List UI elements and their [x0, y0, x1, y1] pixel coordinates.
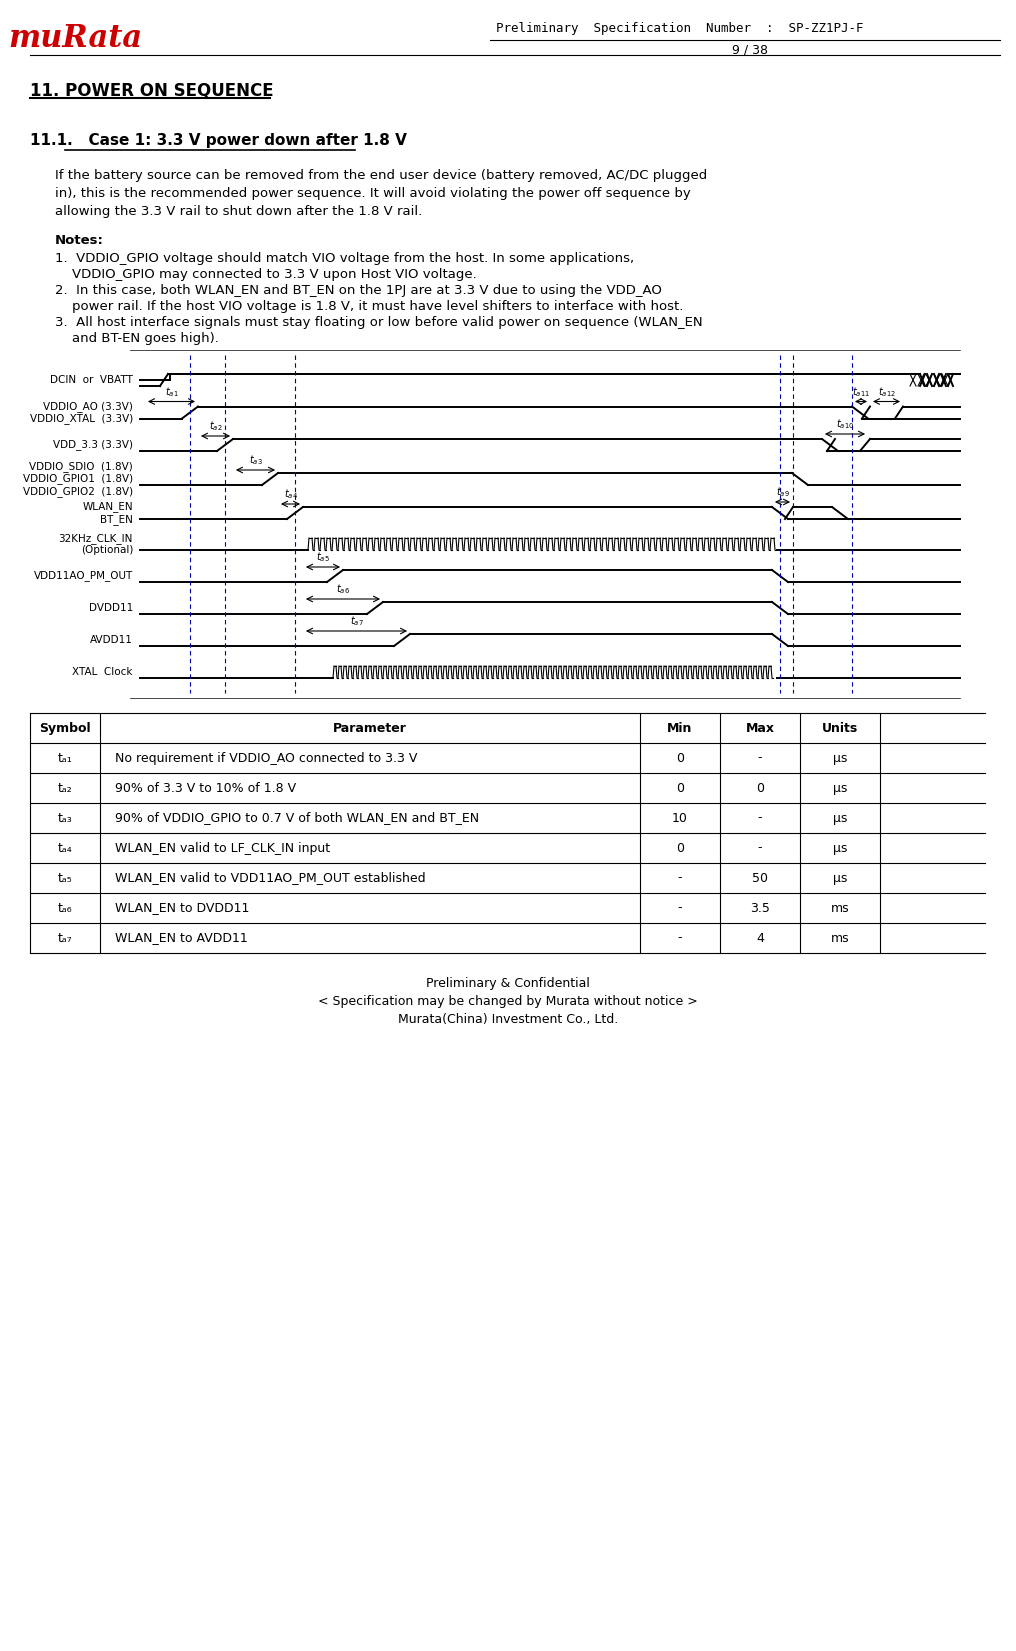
- Text: 3.  All host interface signals must stay floating or low before valid power on s: 3. All host interface signals must stay …: [55, 315, 703, 329]
- Text: 11. POWER ON SEQUENCE: 11. POWER ON SEQUENCE: [30, 81, 273, 99]
- Text: $t_{a6}$: $t_{a6}$: [336, 583, 350, 596]
- Text: 9 / 38: 9 / 38: [732, 43, 768, 56]
- Text: -: -: [758, 842, 762, 855]
- Text: DVDD11: DVDD11: [88, 603, 133, 613]
- Text: $t_{a7}$: $t_{a7}$: [350, 614, 364, 627]
- Text: WLAN_EN to AVDD11: WLAN_EN to AVDD11: [115, 931, 248, 944]
- Text: μs: μs: [833, 812, 847, 824]
- Text: -: -: [678, 872, 683, 885]
- Text: Preliminary  Specification  Number  :  SP-ZZ1PJ-F: Preliminary Specification Number : SP-ZZ…: [496, 21, 864, 35]
- Text: 90% of VDDIO_GPIO to 0.7 V of both WLAN_EN and BT_EN: 90% of VDDIO_GPIO to 0.7 V of both WLAN_…: [115, 812, 480, 824]
- Text: ms: ms: [831, 901, 849, 915]
- Text: 10: 10: [672, 812, 688, 824]
- Text: 2.  In this case, both WLAN_EN and BT_EN on the 1PJ are at 3.3 V due to using th: 2. In this case, both WLAN_EN and BT_EN …: [55, 284, 661, 297]
- Text: 0: 0: [676, 751, 684, 764]
- Text: VDDIO_GPIO may connected to 3.3 V upon Host VIO voltage.: VDDIO_GPIO may connected to 3.3 V upon H…: [55, 267, 477, 281]
- Text: VDDIO_SDIO  (1.8V)
VDDIO_GPIO1  (1.8V)
VDDIO_GPIO2  (1.8V): VDDIO_SDIO (1.8V) VDDIO_GPIO1 (1.8V) VDD…: [23, 461, 133, 497]
- Text: -: -: [758, 751, 762, 764]
- Text: If the battery source can be removed from the end user device (battery removed, : If the battery source can be removed fro…: [55, 168, 707, 182]
- Text: Units: Units: [822, 721, 859, 735]
- Text: 11.1.   Case 1: 3.3 V power down after 1.8 V: 11.1. Case 1: 3.3 V power down after 1.8…: [30, 132, 406, 147]
- Text: 3.5: 3.5: [750, 901, 770, 915]
- Text: Murata(China) Investment Co., Ltd.: Murata(China) Investment Co., Ltd.: [398, 1012, 618, 1025]
- Text: Max: Max: [746, 721, 774, 735]
- Text: $t_{a12}$: $t_{a12}$: [878, 385, 895, 398]
- Text: μs: μs: [833, 872, 847, 885]
- Text: μs: μs: [833, 842, 847, 855]
- Text: No requirement if VDDIO_AO connected to 3.3 V: No requirement if VDDIO_AO connected to …: [115, 751, 418, 764]
- Text: XTAL  Clock: XTAL Clock: [72, 667, 133, 677]
- Text: $t_{a2}$: $t_{a2}$: [208, 419, 223, 433]
- Text: tₐ₅: tₐ₅: [58, 872, 72, 885]
- Text: μs: μs: [833, 751, 847, 764]
- Text: and BT-EN goes high).: and BT-EN goes high).: [55, 332, 218, 345]
- Text: ms: ms: [831, 931, 849, 944]
- Text: tₐ₃: tₐ₃: [58, 812, 72, 824]
- Text: Preliminary & Confidential: Preliminary & Confidential: [426, 976, 590, 989]
- Text: 0: 0: [756, 781, 764, 794]
- Text: VDDIO_AO (3.3V)
VDDIO_XTAL  (3.3V): VDDIO_AO (3.3V) VDDIO_XTAL (3.3V): [29, 401, 133, 424]
- Text: tₐ₂: tₐ₂: [58, 781, 72, 794]
- Text: WLAN_EN to DVDD11: WLAN_EN to DVDD11: [115, 901, 249, 915]
- Text: $t_{a4}$: $t_{a4}$: [283, 487, 298, 500]
- Text: muRata: muRata: [8, 23, 142, 53]
- Text: 1.  VDDIO_GPIO voltage should match VIO voltage from the host. In some applicati: 1. VDDIO_GPIO voltage should match VIO v…: [55, 251, 634, 264]
- Text: Symbol: Symbol: [40, 721, 90, 735]
- Text: tₐ₇: tₐ₇: [58, 931, 72, 944]
- Text: WLAN_EN
BT_EN: WLAN_EN BT_EN: [82, 502, 133, 525]
- Text: VDD11AO_PM_OUT: VDD11AO_PM_OUT: [34, 571, 133, 581]
- Text: 4: 4: [756, 931, 764, 944]
- Text: tₐ₄: tₐ₄: [58, 842, 72, 855]
- Text: 90% of 3.3 V to 10% of 1.8 V: 90% of 3.3 V to 10% of 1.8 V: [115, 781, 296, 794]
- Text: DCIN  or  VBATT: DCIN or VBATT: [50, 375, 133, 385]
- Text: -: -: [678, 931, 683, 944]
- Text: in), this is the recommended power sequence. It will avoid violating the power o: in), this is the recommended power seque…: [55, 187, 691, 200]
- Text: -: -: [758, 812, 762, 824]
- Text: tₐ₁: tₐ₁: [58, 751, 72, 764]
- Text: 0: 0: [676, 842, 684, 855]
- Text: μs: μs: [833, 781, 847, 794]
- Text: 50: 50: [752, 872, 768, 885]
- Text: allowing the 3.3 V rail to shut down after the 1.8 V rail.: allowing the 3.3 V rail to shut down aft…: [55, 205, 423, 218]
- Text: tₐ₆: tₐ₆: [58, 901, 72, 915]
- Text: $t_{a5}$: $t_{a5}$: [316, 550, 330, 565]
- Text: WLAN_EN valid to LF_CLK_IN input: WLAN_EN valid to LF_CLK_IN input: [115, 842, 330, 855]
- Text: power rail. If the host VIO voltage is 1.8 V, it must have level shifters to int: power rail. If the host VIO voltage is 1…: [55, 299, 684, 312]
- Text: AVDD11: AVDD11: [90, 636, 133, 646]
- Text: VDD_3.3 (3.3V): VDD_3.3 (3.3V): [53, 439, 133, 451]
- Text: $t_{a9}$: $t_{a9}$: [775, 485, 789, 499]
- Text: Notes:: Notes:: [55, 233, 104, 246]
- Text: Parameter: Parameter: [333, 721, 407, 735]
- Text: Min: Min: [668, 721, 693, 735]
- Text: $t_{a1}$: $t_{a1}$: [165, 385, 178, 398]
- Text: WLAN_EN valid to VDD11AO_PM_OUT established: WLAN_EN valid to VDD11AO_PM_OUT establis…: [115, 872, 426, 885]
- Text: $t_{a10}$: $t_{a10}$: [836, 418, 854, 431]
- Text: $t_{a3}$: $t_{a3}$: [249, 454, 262, 467]
- Text: -: -: [678, 901, 683, 915]
- Text: < Specification may be changed by Murata without notice >: < Specification may be changed by Murata…: [318, 994, 698, 1007]
- Text: $t_{a11}$: $t_{a11}$: [852, 385, 870, 398]
- Text: 0: 0: [676, 781, 684, 794]
- Text: 32KHz_CLK_IN
(Optional): 32KHz_CLK_IN (Optional): [59, 533, 133, 555]
